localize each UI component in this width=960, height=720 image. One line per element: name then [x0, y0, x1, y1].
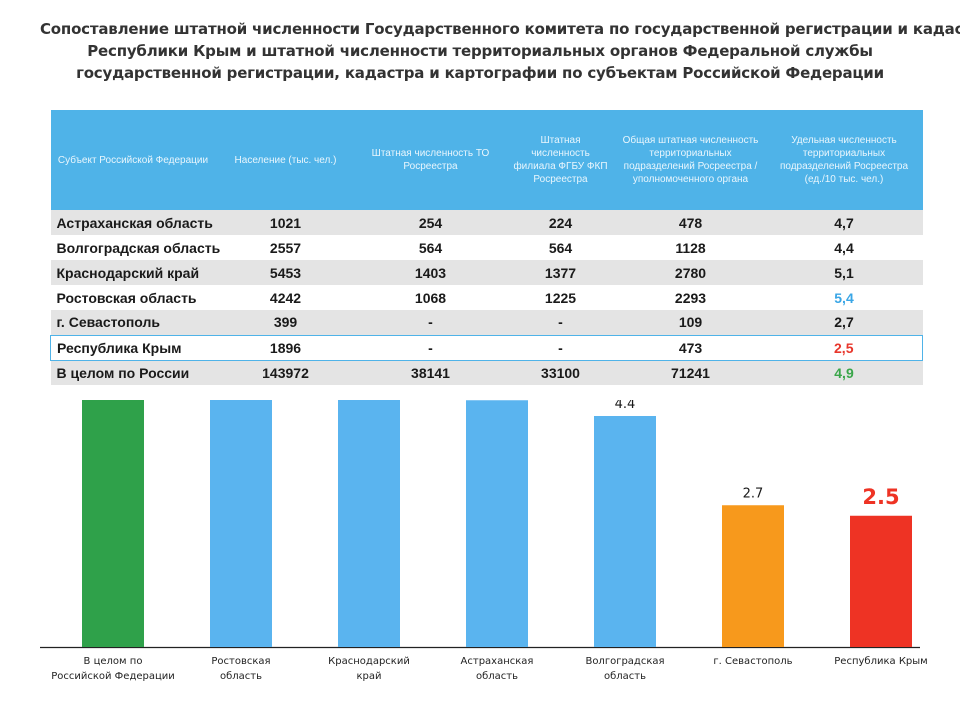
bar-value-label: 4.4	[615, 400, 636, 412]
header-population: Население (тыс. чел.)	[215, 110, 356, 210]
category-label: Ростовская	[211, 656, 270, 667]
cell-to-staff: 1403	[355, 260, 506, 285]
header-fkp-staff: Штатная численность филиала ФГБУ ФКП Рос…	[505, 110, 616, 210]
cell-population: 4242	[215, 285, 356, 310]
bar-value-label: 2.5	[862, 485, 899, 509]
cell-fkp-staff: -	[505, 334, 616, 361]
cell-specific: 4,4	[765, 235, 923, 260]
cell-total: 478	[615, 210, 766, 235]
cell-region: Волгоградская область	[50, 235, 220, 260]
category-label: область	[604, 671, 646, 682]
category-label: край	[356, 671, 381, 682]
category-label: В целом по	[84, 656, 143, 667]
cell-region: Республика Крым	[50, 334, 216, 361]
category-label: Волгоградская	[585, 656, 664, 667]
cell-to-staff: 1068	[355, 285, 506, 310]
cell-population: 5453	[215, 260, 356, 285]
table-row: Ростовская область 4242 1068 1225 2293 5…	[50, 285, 923, 310]
cell-region: Краснодарский край	[50, 260, 216, 285]
cell-specific: 4,7	[765, 210, 923, 235]
title-line: Сопоставление штатной численности Госуда…	[40, 20, 960, 38]
cell-total: 2780	[615, 260, 766, 285]
cell-specific: 2,5	[765, 334, 923, 361]
cell-to-staff: 254	[355, 210, 506, 235]
data-table: Субъект Российской Федерации Население (…	[50, 110, 923, 385]
table-header-row: Субъект Российской Федерации Население (…	[50, 110, 923, 210]
cell-fkp-staff: 1225	[505, 285, 616, 310]
header-to-staff: Штатная численность ТО Росреестра	[355, 110, 506, 210]
cell-total: 109	[615, 310, 766, 335]
bar	[594, 416, 656, 647]
category-label: область	[220, 671, 262, 682]
cell-region: Ростовская область	[50, 285, 216, 310]
cell-total: 71241	[615, 360, 766, 385]
category-label: область	[476, 671, 518, 682]
table-row: Краснодарский край 5453 1403 1377 2780 5…	[50, 260, 923, 285]
cell-population: 1896	[215, 334, 356, 361]
bar	[338, 400, 400, 647]
title-line: государственной регистрации, кадастра и …	[76, 64, 884, 82]
category-label: Республика Крым	[834, 656, 927, 667]
cell-specific: 4,9	[765, 360, 923, 385]
header-total: Общая штатная численность территориальны…	[615, 110, 766, 210]
header-specific: Удельная численность территориальных под…	[765, 110, 923, 210]
chart-title: Сопоставление штатной численности Госуда…	[40, 18, 960, 84]
cell-population: 1021	[215, 210, 356, 235]
cell-region: г. Севастополь	[50, 310, 216, 335]
cell-total: 2293	[615, 285, 766, 310]
cell-specific: 5,4	[765, 285, 923, 310]
bar	[82, 400, 144, 647]
cell-fkp-staff: 1377	[505, 260, 616, 285]
bar	[210, 400, 272, 647]
table-row: Астраханская область 1021 254 224 478 4,…	[50, 210, 923, 235]
cell-population: 143972	[215, 360, 356, 385]
cell-total: 1128	[615, 235, 766, 260]
cell-region: Астраханская область	[50, 210, 216, 235]
bar	[722, 505, 784, 647]
cell-fkp-staff: 224	[505, 210, 616, 235]
table-row: г. Севастополь 399 - - 109 2,7	[50, 310, 923, 335]
table-row: В целом по России 143972 38141 33100 712…	[50, 360, 923, 385]
bar	[850, 515, 912, 647]
table-row: Волгоградская область 2557 564 564 1128 …	[50, 235, 923, 260]
title-line: Республики Крым и штатной численности те…	[87, 42, 873, 60]
cell-to-staff: 38141	[355, 360, 506, 385]
cell-population: 2557	[215, 235, 356, 260]
category-label: Российской Федерации	[51, 671, 175, 682]
cell-to-staff: -	[355, 310, 506, 335]
cell-region: В целом по России	[50, 360, 216, 385]
cell-population: 399	[215, 310, 356, 335]
cell-fkp-staff: 564	[505, 235, 616, 260]
category-label: г. Севастополь	[713, 656, 792, 667]
cell-specific: 5,1	[765, 260, 923, 285]
cell-to-staff: 564	[355, 235, 506, 260]
cell-fkp-staff: 33100	[505, 360, 616, 385]
table-row-highlighted: Республика Крым 1896 - - 473 2,5	[50, 334, 923, 361]
category-label: Краснодарский	[328, 656, 410, 667]
bar-value-label: 2.7	[743, 486, 764, 501]
cell-to-staff: -	[355, 334, 506, 361]
cell-specific: 2,7	[765, 310, 923, 335]
bar	[466, 400, 528, 647]
cell-fkp-staff: -	[505, 310, 616, 335]
cell-total: 473	[615, 334, 766, 361]
header-region: Субъект Российской Федерации	[50, 110, 216, 210]
category-label: Астраханская	[461, 656, 534, 667]
